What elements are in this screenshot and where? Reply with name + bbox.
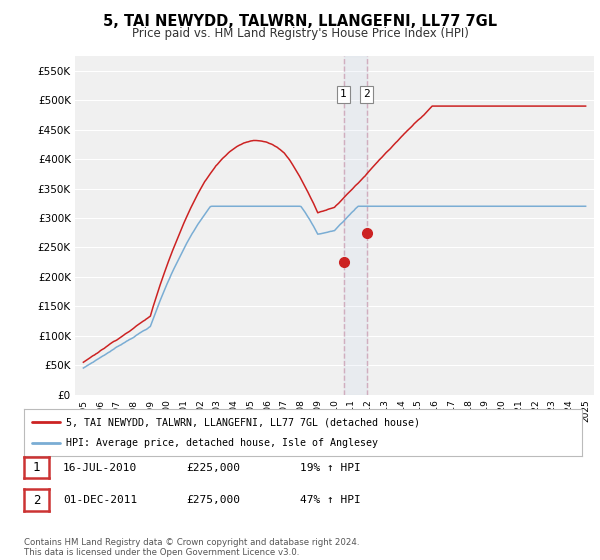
Text: HPI: Average price, detached house, Isle of Anglesey: HPI: Average price, detached house, Isle… [66,438,378,448]
Text: 01-DEC-2011: 01-DEC-2011 [63,495,137,505]
Text: 5, TAI NEWYDD, TALWRN, LLANGEFNI, LL77 7GL: 5, TAI NEWYDD, TALWRN, LLANGEFNI, LL77 7… [103,14,497,29]
Text: 2: 2 [33,493,40,507]
Text: 5, TAI NEWYDD, TALWRN, LLANGEFNI, LL77 7GL (detached house): 5, TAI NEWYDD, TALWRN, LLANGEFNI, LL77 7… [66,417,420,427]
Text: 2: 2 [363,89,370,99]
Text: 16-JUL-2010: 16-JUL-2010 [63,463,137,473]
Text: 1: 1 [340,89,347,99]
Text: Contains HM Land Registry data © Crown copyright and database right 2024.
This d: Contains HM Land Registry data © Crown c… [24,538,359,557]
Text: Price paid vs. HM Land Registry's House Price Index (HPI): Price paid vs. HM Land Registry's House … [131,27,469,40]
Text: £275,000: £275,000 [186,495,240,505]
Text: 1: 1 [33,461,40,474]
Text: 47% ↑ HPI: 47% ↑ HPI [300,495,361,505]
Bar [344,56,367,395]
Text: 19% ↑ HPI: 19% ↑ HPI [300,463,361,473]
Text: £225,000: £225,000 [186,463,240,473]
